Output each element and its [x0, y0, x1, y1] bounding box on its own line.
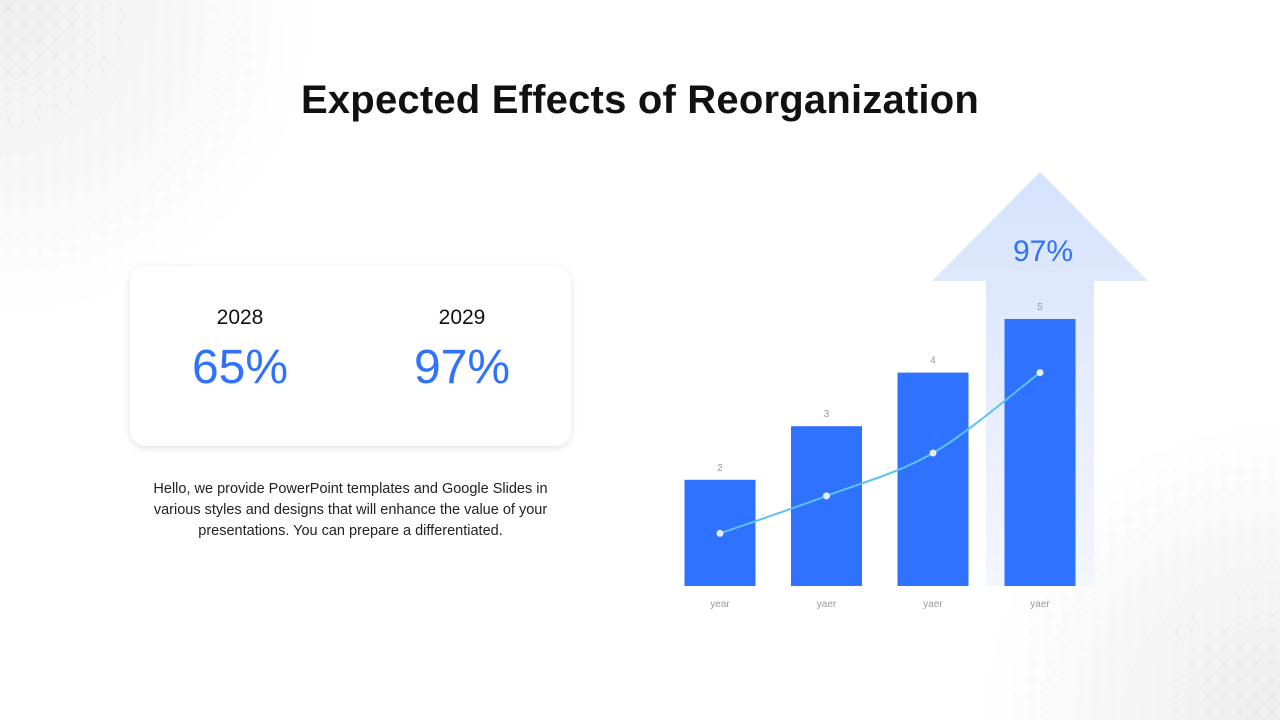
- x-tick-label: yaer: [817, 599, 837, 610]
- data-label: 5: [1037, 302, 1043, 313]
- data-label: 2: [717, 463, 723, 474]
- x-tick-label: year: [710, 599, 730, 610]
- slide-title: Expected Effects of Reorganization: [300, 78, 980, 122]
- x-tick-label: yaer: [923, 599, 943, 610]
- stat-value: 65%: [191, 341, 289, 394]
- arrow-label: 97%: [1013, 235, 1073, 268]
- description: Hello, we provide PowerPoint templates a…: [153, 481, 548, 539]
- x-tick-label: yaer: [1030, 599, 1050, 610]
- stats-card: 2028 65% 2029 97%: [130, 266, 571, 446]
- stat-year: 2028: [216, 306, 264, 329]
- bar: [897, 372, 969, 586]
- trend-line: [719, 371, 1041, 535]
- bar: [1004, 319, 1076, 586]
- stat-year: 2029: [438, 306, 486, 329]
- stat-value: 97%: [413, 341, 511, 394]
- line-point: [1036, 369, 1044, 377]
- stat-2028: 2028 65%: [140, 306, 340, 395]
- bar: [791, 426, 862, 586]
- data-label: 4: [930, 356, 936, 367]
- line-point: [823, 492, 830, 500]
- line-point: [716, 529, 724, 537]
- data-label: 3: [824, 409, 830, 420]
- line-point: [929, 449, 937, 457]
- stat-2029: 2029 97%: [362, 306, 562, 395]
